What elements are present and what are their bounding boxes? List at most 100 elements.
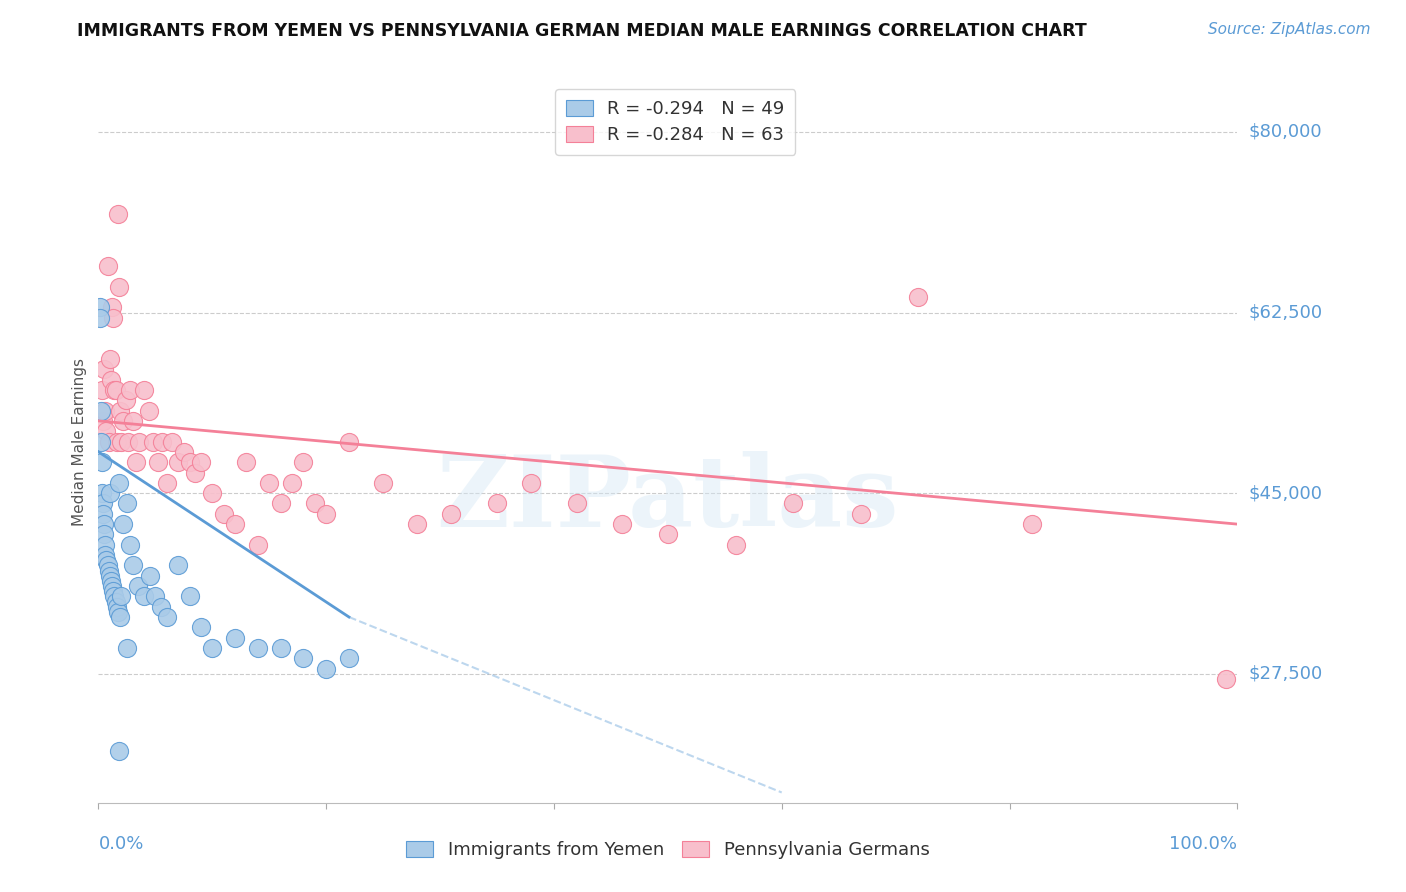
Point xyxy=(117,434,139,449)
Text: IMMIGRANTS FROM YEMEN VS PENNSYLVANIA GERMAN MEDIAN MALE EARNINGS CORRELATION CH: IMMIGRANTS FROM YEMEN VS PENNSYLVANIA GE… xyxy=(77,22,1087,40)
Text: $45,000: $45,000 xyxy=(1249,484,1323,502)
Point xyxy=(90,434,112,449)
Point xyxy=(93,362,115,376)
Point xyxy=(96,424,118,438)
Point xyxy=(112,517,135,532)
Point xyxy=(725,538,748,552)
Point xyxy=(91,414,114,428)
Point xyxy=(110,590,132,604)
Text: $27,500: $27,500 xyxy=(1249,665,1323,682)
Text: $80,000: $80,000 xyxy=(1249,123,1322,141)
Point xyxy=(89,310,111,325)
Point xyxy=(93,527,115,541)
Text: ZIPatlas: ZIPatlas xyxy=(437,450,898,548)
Point xyxy=(103,584,125,599)
Point xyxy=(90,455,112,469)
Point xyxy=(120,383,142,397)
Point xyxy=(150,434,173,449)
Point xyxy=(520,475,543,490)
Point xyxy=(132,590,155,604)
Point xyxy=(167,455,190,469)
Point xyxy=(120,538,142,552)
Point xyxy=(565,496,588,510)
Point xyxy=(128,434,150,449)
Point xyxy=(612,517,634,532)
Point xyxy=(337,434,360,449)
Point xyxy=(90,486,112,500)
Point xyxy=(150,599,173,614)
Point xyxy=(371,475,394,490)
Point xyxy=(98,568,121,582)
Point xyxy=(440,507,463,521)
Point xyxy=(173,445,195,459)
Point xyxy=(142,434,165,449)
Point xyxy=(96,553,118,567)
Point xyxy=(121,558,143,573)
Point xyxy=(292,651,315,665)
Point xyxy=(94,548,117,562)
Point xyxy=(93,517,115,532)
Point xyxy=(96,259,118,273)
Point xyxy=(97,564,120,578)
Point xyxy=(270,496,292,510)
Point xyxy=(156,475,179,490)
Point xyxy=(90,403,112,417)
Point xyxy=(127,579,149,593)
Point xyxy=(851,507,873,521)
Point xyxy=(167,558,190,573)
Point xyxy=(337,651,360,665)
Point xyxy=(94,538,117,552)
Point xyxy=(162,434,184,449)
Point xyxy=(108,279,131,293)
Point xyxy=(281,475,304,490)
Point xyxy=(315,507,337,521)
Point xyxy=(145,590,167,604)
Point xyxy=(782,496,804,510)
Point xyxy=(1215,672,1237,686)
Point xyxy=(96,558,118,573)
Text: 100.0%: 100.0% xyxy=(1170,835,1237,854)
Point xyxy=(101,579,124,593)
Point xyxy=(125,455,148,469)
Point xyxy=(107,605,129,619)
Point xyxy=(235,455,257,469)
Point xyxy=(115,496,138,510)
Point xyxy=(89,301,111,315)
Point xyxy=(94,403,117,417)
Point xyxy=(115,640,138,655)
Y-axis label: Median Male Earnings: Median Male Earnings xyxy=(72,358,87,525)
Point xyxy=(91,507,114,521)
Point xyxy=(121,414,143,428)
Legend: Immigrants from Yemen, Pennsylvania Germans: Immigrants from Yemen, Pennsylvania Germ… xyxy=(399,833,936,866)
Point xyxy=(1021,517,1043,532)
Point xyxy=(179,590,201,604)
Point xyxy=(138,403,160,417)
Point xyxy=(907,290,929,304)
Point xyxy=(201,486,224,500)
Text: $62,500: $62,500 xyxy=(1249,303,1323,321)
Point xyxy=(179,455,201,469)
Point xyxy=(107,207,129,221)
Text: 0.0%: 0.0% xyxy=(98,835,143,854)
Point xyxy=(657,527,679,541)
Point xyxy=(304,496,326,510)
Point xyxy=(146,455,169,469)
Point xyxy=(246,538,269,552)
Point xyxy=(108,744,131,758)
Point xyxy=(91,496,114,510)
Point xyxy=(270,640,292,655)
Text: Source: ZipAtlas.com: Source: ZipAtlas.com xyxy=(1208,22,1371,37)
Point xyxy=(132,383,155,397)
Point xyxy=(112,414,135,428)
Point xyxy=(156,610,179,624)
Point xyxy=(90,383,112,397)
Point xyxy=(406,517,429,532)
Point xyxy=(104,383,127,397)
Point xyxy=(292,455,315,469)
Point xyxy=(486,496,509,510)
Point xyxy=(108,475,131,490)
Point xyxy=(105,599,128,614)
Point xyxy=(138,568,160,582)
Point xyxy=(103,590,125,604)
Point xyxy=(103,310,125,325)
